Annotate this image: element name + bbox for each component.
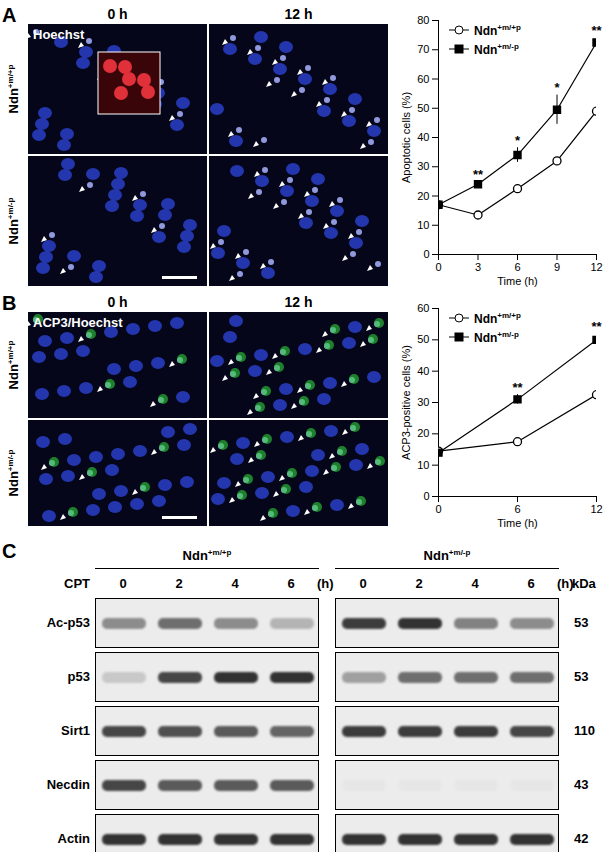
html-text:Actin: Actin bbox=[57, 831, 90, 846]
svg-text:60: 60 bbox=[417, 302, 429, 314]
html-text:B: B bbox=[2, 292, 17, 314]
html-text:0: 0 bbox=[359, 576, 367, 591]
html-text:2: 2 bbox=[415, 576, 423, 591]
svg-text:20: 20 bbox=[417, 190, 429, 202]
svg-text:**: ** bbox=[591, 319, 602, 334]
html-text:0: 0 bbox=[119, 576, 127, 591]
html-text:Ndn+m/-p: Ndn+m/-p bbox=[474, 42, 519, 57]
svg-text:0: 0 bbox=[435, 503, 441, 515]
svg-text:Hoechst: Hoechst bbox=[33, 27, 85, 42]
html-text:CPT: CPT bbox=[64, 576, 90, 591]
html-text:12 h: 12 h bbox=[284, 6, 313, 22]
html-text:(h): (h) bbox=[557, 576, 574, 591]
svg-text:60: 60 bbox=[417, 73, 429, 85]
html-text:0 h: 0 h bbox=[107, 6, 128, 22]
svg-text:40: 40 bbox=[417, 365, 429, 377]
svg-text:0: 0 bbox=[435, 261, 441, 273]
html-text:Ndn+m/-p: Ndn+m/-p bbox=[423, 548, 471, 564]
html-text:6: 6 bbox=[527, 576, 535, 591]
svg-text:10: 10 bbox=[417, 459, 429, 471]
html-text:(h): (h) bbox=[317, 576, 334, 591]
html-text:kDa: kDa bbox=[572, 576, 596, 591]
html-text:43: 43 bbox=[574, 777, 589, 792]
svg-text:30: 30 bbox=[417, 396, 429, 408]
svg-text:6: 6 bbox=[514, 261, 520, 273]
html-text:p53: p53 bbox=[67, 669, 90, 684]
html-text:4: 4 bbox=[231, 576, 239, 591]
svg-text:6: 6 bbox=[514, 503, 520, 515]
svg-text:0: 0 bbox=[423, 248, 429, 260]
svg-text:Time (h): Time (h) bbox=[497, 517, 538, 529]
html-text:Ndn: Ndn bbox=[6, 219, 22, 245]
html-text:6: 6 bbox=[287, 576, 295, 591]
html-text:110: 110 bbox=[574, 723, 595, 738]
html-text:Ndn+m/-p: Ndn+m/-p bbox=[474, 330, 519, 345]
svg-text:80: 80 bbox=[417, 14, 429, 26]
svg-text:9: 9 bbox=[554, 261, 560, 273]
html-text:+m/-p: +m/-p bbox=[6, 197, 15, 220]
html-text:0 h: 0 h bbox=[107, 294, 128, 310]
html-text:Ndn: Ndn bbox=[6, 88, 22, 114]
html-text:2: 2 bbox=[175, 576, 183, 591]
svg-text:50: 50 bbox=[417, 333, 429, 345]
svg-text:30: 30 bbox=[417, 160, 429, 172]
svg-text:10: 10 bbox=[417, 219, 429, 231]
svg-text:Time (h): Time (h) bbox=[497, 275, 538, 287]
svg-text:ACP3-positive cells (%): ACP3-positive cells (%) bbox=[400, 345, 412, 460]
html-text:53: 53 bbox=[574, 669, 589, 684]
svg-text:**: ** bbox=[512, 380, 523, 395]
svg-text:40: 40 bbox=[417, 131, 429, 143]
html-text:12 h: 12 h bbox=[284, 294, 313, 310]
svg-text:12: 12 bbox=[590, 503, 602, 515]
svg-text:20: 20 bbox=[417, 427, 429, 439]
html-text:A: A bbox=[2, 4, 17, 26]
svg-text:Apoptotic cells (%): Apoptotic cells (%) bbox=[400, 92, 412, 183]
html-text:C: C bbox=[2, 540, 17, 562]
html-text:+m/+p: +m/+p bbox=[6, 64, 15, 89]
html-text:Necdin: Necdin bbox=[46, 777, 90, 792]
svg-text:70: 70 bbox=[417, 43, 429, 55]
html-text:Ndn+m/+p: Ndn+m/+p bbox=[182, 548, 232, 564]
svg-text:0: 0 bbox=[423, 490, 429, 502]
html-text:Ndn: Ndn bbox=[6, 471, 22, 497]
svg-text:ACP3/Hoechst: ACP3/Hoechst bbox=[33, 315, 123, 330]
svg-text:*: * bbox=[515, 133, 521, 148]
html-text:Sirt1: Sirt1 bbox=[61, 723, 90, 738]
html-text:Ndn+m/+p: Ndn+m/+p bbox=[474, 23, 521, 38]
svg-text:*: * bbox=[554, 80, 560, 95]
svg-text:50: 50 bbox=[417, 102, 429, 114]
svg-text:12: 12 bbox=[590, 261, 602, 273]
html-text:+m/-p: +m/-p bbox=[6, 449, 15, 472]
html-text:53: 53 bbox=[574, 615, 589, 630]
html-text:Ndn+m/+p: Ndn+m/+p bbox=[474, 311, 521, 326]
html-text:Ndn: Ndn bbox=[6, 364, 22, 390]
html-text:4: 4 bbox=[471, 576, 479, 591]
svg-text:**: ** bbox=[473, 167, 484, 182]
html-text:Ac-p53: Ac-p53 bbox=[46, 615, 90, 630]
html-text:42: 42 bbox=[574, 831, 589, 846]
svg-text:3: 3 bbox=[475, 261, 481, 273]
html-text:+m/+p: +m/+p bbox=[6, 340, 15, 365]
svg-text:**: ** bbox=[591, 23, 602, 38]
